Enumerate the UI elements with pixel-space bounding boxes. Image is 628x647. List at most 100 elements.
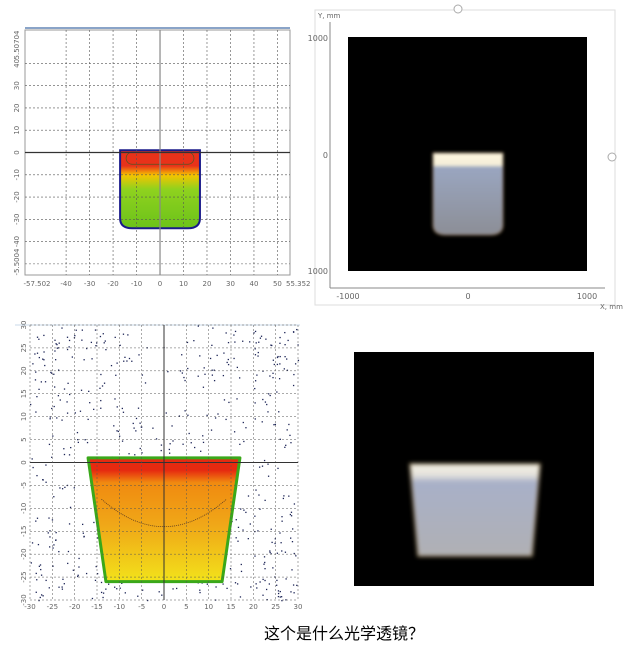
- noise-point: [273, 363, 275, 366]
- noise-point: [114, 586, 116, 588]
- noise-point: [281, 599, 283, 602]
- noise-point: [126, 360, 128, 362]
- noise-point: [243, 509, 245, 511]
- noise-point: [67, 562, 69, 565]
- noise-point: [97, 537, 99, 539]
- noise-point: [276, 579, 278, 582]
- noise-point: [256, 587, 258, 589]
- y-tick-label: -30: [13, 214, 21, 225]
- noise-point: [254, 515, 256, 517]
- x-tick-label: 30: [226, 280, 235, 288]
- noise-point: [284, 356, 286, 358]
- noise-point: [281, 516, 283, 518]
- noise-point: [55, 343, 57, 345]
- y-tick-label: 0: [13, 150, 21, 154]
- noise-point: [228, 401, 230, 404]
- noise-point: [240, 508, 242, 510]
- noise-point: [276, 552, 278, 554]
- noise-point: [239, 596, 242, 598]
- noise-point: [283, 368, 285, 370]
- noise-point: [245, 511, 247, 514]
- noise-point: [278, 378, 281, 380]
- noise-point: [263, 556, 266, 558]
- noise-point: [292, 528, 294, 530]
- noise-point: [94, 329, 97, 331]
- noise-point: [124, 592, 126, 594]
- noise-point: [86, 347, 88, 350]
- y-tick-label: 30: [20, 321, 28, 330]
- noise-point: [290, 537, 292, 539]
- noise-point: [35, 572, 37, 575]
- noise-point: [131, 360, 133, 362]
- noise-point: [277, 595, 280, 598]
- noise-point: [281, 550, 283, 552]
- noise-point: [211, 344, 213, 346]
- noise-point: [66, 401, 68, 403]
- noise-point: [262, 594, 264, 596]
- y-tick-label: 25: [20, 343, 28, 352]
- x-tick-label: -20: [69, 603, 80, 610]
- noise-point: [194, 446, 196, 449]
- noise-point: [258, 466, 261, 468]
- noise-point: [290, 515, 293, 517]
- noise-point: [169, 443, 171, 445]
- noise-point: [287, 339, 289, 342]
- noise-point: [84, 439, 86, 441]
- noise-point: [69, 393, 71, 396]
- noise-point: [95, 345, 97, 347]
- noise-point: [56, 417, 58, 419]
- x-tick-label: 0: [465, 292, 470, 301]
- x-tick-label: 20: [203, 280, 212, 288]
- noise-point: [255, 489, 257, 491]
- noise-point: [72, 569, 75, 571]
- y-tick-label: 15: [20, 389, 28, 398]
- noise-point: [255, 583, 257, 585]
- noise-point: [292, 384, 295, 387]
- x-tick-label: 30: [294, 603, 303, 610]
- noise-point: [210, 429, 213, 431]
- noise-point: [68, 454, 71, 456]
- noise-point: [100, 591, 103, 594]
- noise-point: [249, 341, 251, 343]
- noise-point: [261, 465, 264, 467]
- noise-point: [296, 584, 298, 587]
- noise-point: [40, 574, 43, 576]
- noise-point: [243, 440, 245, 443]
- noise-point: [235, 519, 237, 521]
- noise-point: [293, 503, 296, 505]
- y-tick-label: 0: [20, 460, 28, 464]
- noise-point: [39, 564, 42, 566]
- noise-point: [256, 374, 258, 376]
- noise-point: [61, 586, 63, 588]
- noise-point: [31, 542, 34, 544]
- noise-point: [40, 594, 43, 596]
- x-tick-label: 50: [273, 280, 282, 288]
- noise-point: [265, 338, 267, 340]
- noise-point: [171, 425, 173, 427]
- noise-point: [81, 339, 83, 341]
- x-tick-label: 20: [249, 603, 258, 610]
- noise-point: [152, 427, 154, 429]
- noise-point: [121, 440, 124, 442]
- noise-point: [217, 413, 219, 415]
- noise-point: [108, 583, 110, 585]
- noise-point: [277, 467, 279, 470]
- noise-point: [117, 430, 120, 433]
- noise-point: [254, 354, 257, 356]
- noise-point: [161, 594, 163, 596]
- noise-point: [240, 563, 242, 566]
- noise-point: [270, 553, 272, 555]
- noise-point: [113, 425, 115, 427]
- noise-point: [32, 466, 34, 469]
- noise-point: [284, 331, 286, 334]
- x-tick-label: -30: [84, 280, 95, 288]
- noise-point: [257, 355, 259, 357]
- noise-point: [254, 530, 256, 533]
- noise-point: [233, 357, 235, 360]
- noise-point: [61, 588, 64, 590]
- noise-point: [116, 362, 118, 364]
- noise-point: [259, 337, 262, 339]
- noise-point: [58, 550, 60, 553]
- noise-point: [288, 423, 290, 426]
